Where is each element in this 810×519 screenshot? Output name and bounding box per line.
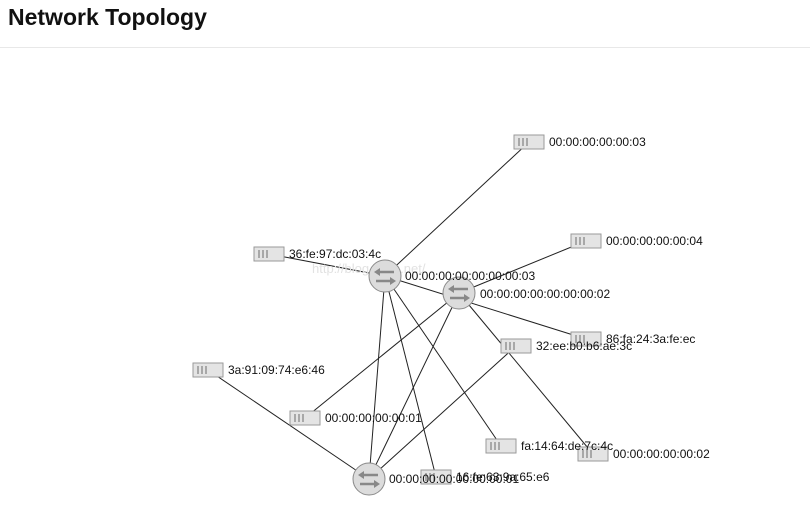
host-node[interactable] — [577, 446, 609, 462]
host-label: 86:fa:24:3a:fe:ec — [606, 332, 695, 346]
link-s2-h9 — [458, 292, 594, 455]
host-icon — [513, 134, 545, 150]
switch-label: 00:00:00:00:00:00:00:03 — [405, 269, 535, 283]
host-icon — [577, 446, 609, 462]
switch-icon — [442, 276, 476, 310]
host-label: 00:00:00:00:00:03 — [549, 135, 646, 149]
switch-node[interactable] — [368, 259, 402, 293]
page-title: Network Topology — [8, 4, 207, 30]
link-s3-h1 — [384, 141, 530, 277]
host-label: 00:00:00:00:00:04 — [606, 234, 703, 248]
link-s3-h8 — [384, 275, 502, 447]
host-label: 32:ee:b0:b6:ae:3c — [536, 339, 632, 353]
host-node[interactable] — [289, 410, 321, 426]
switch-icon — [352, 462, 386, 496]
links-layer — [207, 141, 594, 480]
host-node[interactable] — [485, 438, 517, 454]
link-s2-h2 — [458, 240, 587, 294]
host-node[interactable] — [253, 246, 285, 262]
host-label: 3a:91:09:74:e6:46 — [228, 363, 325, 377]
host-icon — [570, 331, 602, 347]
switch-node[interactable] — [352, 462, 386, 496]
host-label: fa:14:64:de:7c:4c — [521, 439, 613, 453]
host-node[interactable] — [570, 331, 602, 347]
page-header: Network Topology — [0, 0, 810, 48]
switch-node[interactable] — [442, 276, 476, 310]
host-icon — [253, 246, 285, 262]
link-s2-s1 — [368, 292, 460, 480]
switch-label: 00:00:00:00:00:00:00:02 — [480, 287, 610, 301]
host-label: 36:fe:97:dc:03:4c — [289, 247, 381, 261]
host-icon — [420, 469, 452, 485]
labels-layer: 00:00:00:00:00:03 00:00:00:00:00:04 36:fe:… — [228, 135, 710, 486]
host-node[interactable] — [513, 134, 545, 150]
link-s3-h10 — [384, 275, 437, 478]
link-s3-s1 — [368, 275, 386, 480]
host-icon — [485, 438, 517, 454]
host-label: 00:00:00:00:00:01 — [325, 411, 422, 425]
link-s3-h3 — [268, 253, 386, 277]
host-node[interactable] — [500, 338, 532, 354]
link-s1-h6 — [207, 369, 370, 480]
host-icon — [500, 338, 532, 354]
link-s1-h5 — [368, 345, 517, 480]
host-node[interactable] — [192, 362, 224, 378]
host-icon — [570, 233, 602, 249]
host-icon — [289, 410, 321, 426]
host-label: 16:fe:63:9a:65:e6 — [456, 470, 550, 484]
switch-label: 00:00:00:00:00:00:00:01 — [389, 472, 519, 486]
host-icon — [192, 362, 224, 378]
nodes-layer — [192, 134, 609, 496]
host-node[interactable] — [420, 469, 452, 485]
host-node[interactable] — [570, 233, 602, 249]
link-s3-h4 — [384, 275, 587, 340]
link-s2-h7 — [304, 292, 460, 419]
switch-icon — [368, 259, 402, 293]
host-label: 00:00:00:00:00:02 — [613, 447, 710, 461]
